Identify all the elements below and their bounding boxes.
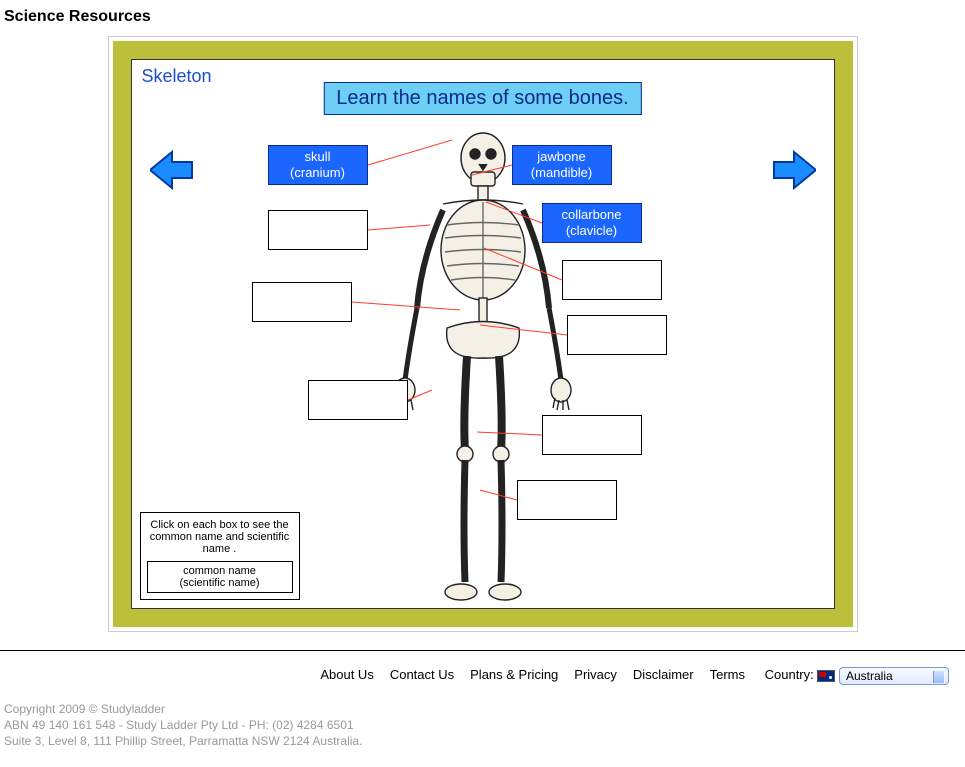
next-arrow-icon[interactable] — [772, 150, 816, 190]
bone-label-skull[interactable]: skull(cranium) — [268, 145, 368, 185]
copyright-line3: Suite 3, Level 8, 111 Phillip Street, Pa… — [4, 733, 961, 749]
flag-icon — [817, 670, 835, 682]
footer-link-terms[interactable]: Terms — [710, 667, 745, 682]
activity-canvas: Skeleton Learn the names of some bones. — [131, 59, 835, 609]
hint-text: Click on each box to see the common name… — [147, 519, 293, 555]
country-label: Country: — [765, 667, 814, 682]
footer-link-plans-pricing[interactable]: Plans & Pricing — [470, 667, 558, 682]
activity-title: Skeleton — [142, 66, 212, 87]
footer-divider — [0, 650, 965, 651]
bone-label-collarbone[interactable]: collarbone(clavicle) — [542, 203, 642, 243]
bone-label-common: skull — [304, 149, 330, 164]
footer-link-disclaimer[interactable]: Disclaimer — [633, 667, 694, 682]
bone-label-empty5[interactable] — [308, 380, 408, 420]
copyright-line1: Copyright 2009 © Studyladder — [4, 701, 961, 717]
bone-label-empty1[interactable] — [268, 210, 368, 250]
activity-olive-frame: Skeleton Learn the names of some bones. — [113, 41, 853, 627]
bone-label-scientific: (clavicle) — [549, 223, 635, 239]
hint-example: common name (scientific name) — [147, 561, 293, 593]
copyright: Copyright 2009 © Studyladder ABN 49 140 … — [0, 695, 965, 766]
skeleton-image — [383, 130, 583, 610]
footer-nav: About Us Contact Us Plans & Pricing Privacy… — [0, 663, 965, 695]
bone-label-common: jawbone — [537, 149, 585, 164]
footer-link-contact-us[interactable]: Contact Us — [390, 667, 454, 682]
hint-example-common: common name — [151, 565, 289, 577]
hint-example-scientific: (scientific name) — [151, 577, 289, 589]
hint-panel: Click on each box to see the common name… — [140, 512, 300, 600]
activity-outer-frame: Skeleton Learn the names of some bones. — [108, 36, 858, 632]
bone-label-scientific: (mandible) — [519, 165, 605, 181]
bone-label-empty2[interactable] — [252, 282, 352, 322]
page-title: Science Resources — [0, 0, 965, 30]
copyright-line2: ABN 49 140 161 548 - Study Ladder Pty Lt… — [4, 717, 961, 733]
activity-banner: Learn the names of some bones. — [323, 82, 641, 115]
bone-label-empty4[interactable] — [567, 315, 667, 355]
bone-label-empty6[interactable] — [542, 415, 642, 455]
bone-label-scientific: (cranium) — [275, 165, 361, 181]
country-select[interactable]: Australia — [839, 667, 949, 685]
footer-link-privacy[interactable]: Privacy — [574, 667, 617, 682]
bone-label-jawbone[interactable]: jawbone(mandible) — [512, 145, 612, 185]
bone-label-common: collarbone — [562, 207, 622, 222]
footer-link-about-us[interactable]: About Us — [320, 667, 373, 682]
prev-arrow-icon[interactable] — [150, 150, 194, 190]
bone-label-empty3[interactable] — [562, 260, 662, 300]
bone-label-empty7[interactable] — [517, 480, 617, 520]
